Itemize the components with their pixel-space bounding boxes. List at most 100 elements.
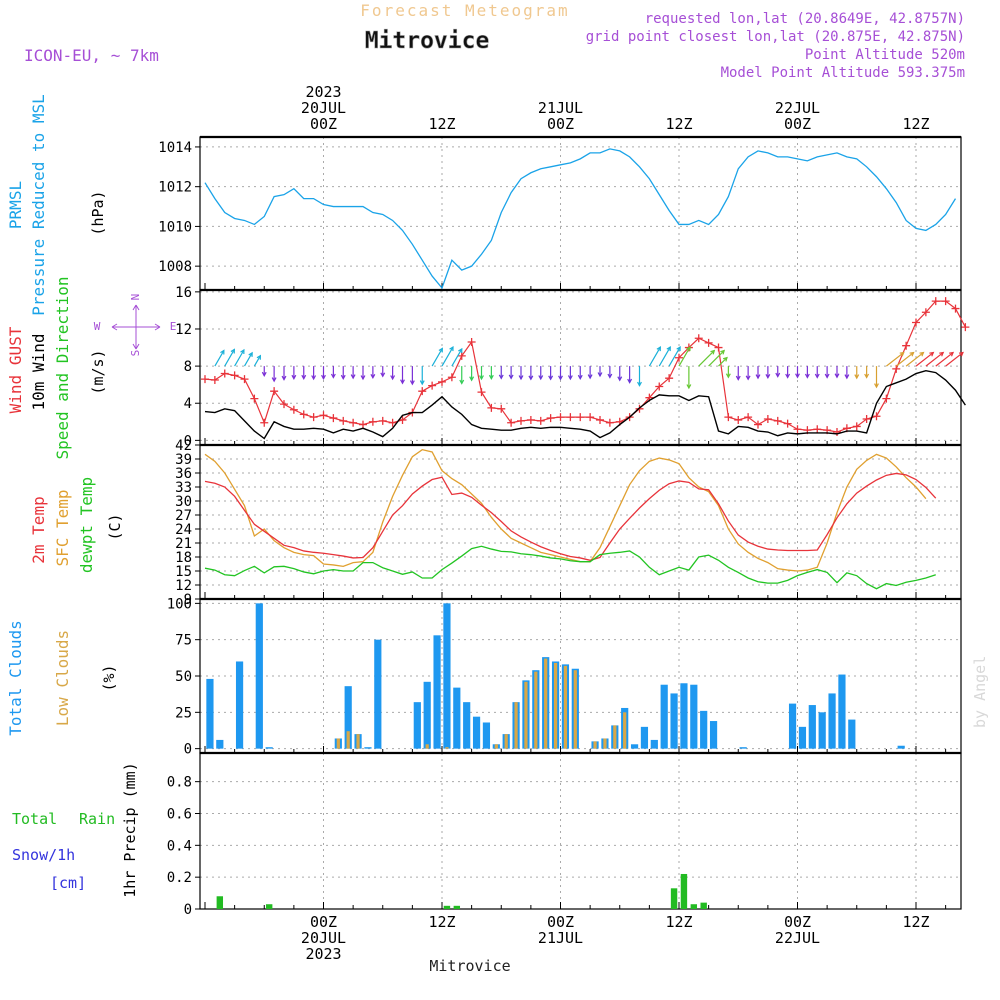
wind-arrow-head [301,374,307,380]
pressure-unit-label: (hPa) [89,190,107,235]
y-tick-label: 75 [175,633,192,649]
wind-arrow-head [330,373,336,379]
gust-marker [605,418,614,427]
gust-marker [576,413,585,422]
wind-arrow [945,352,964,367]
gust-marker [309,413,318,422]
precip-bars [216,873,707,909]
wind-arrow [678,346,691,367]
wind-arrow-head [321,374,326,380]
wind-arrow [668,346,681,367]
wind-arrow-head [939,351,945,357]
gust-marker [319,411,328,420]
total-clouds-label: Total Clouds [6,620,25,736]
gust-marker [763,415,772,424]
time-label-bottom: 22JUL [775,929,820,947]
compass-east: E [170,320,177,333]
gust-marker [862,415,871,424]
low-cloud-bar [346,731,350,749]
time-label-top: 00Z [547,115,574,133]
gust-marker [477,388,486,397]
gust-marker [872,412,881,421]
gust-marker [694,334,703,343]
time-label-top: 22JUL [775,99,820,117]
y-tick-label: 36 [175,466,192,482]
time-label-top: 00Z [310,115,337,133]
wind-arrow-head [722,356,728,362]
wind-arrow-head [834,373,840,379]
total-cloud-bar [463,702,471,749]
low-cloud-bar [553,662,558,749]
wind-arrow-head [488,374,494,380]
wind-arrow [648,346,661,367]
gust-marker [457,351,466,360]
model-label: ICON-EU, ~ 7km [24,46,159,65]
y-tick-label: 0.8 [167,775,192,791]
wind-arrow [886,352,905,367]
wind-arrow-head [256,354,262,360]
wind-arrow-head [785,373,791,379]
wind-arrow-head [469,376,475,382]
time-label-top: 20JUL [301,99,346,117]
wind-arrow [925,352,944,367]
time-label-bottom: 20JUL [301,929,346,947]
wind-arrow-head [617,376,623,382]
wind-arrow-head [686,384,692,390]
gust-marker [744,413,753,422]
gust-marker [882,394,891,403]
rain-bar [216,896,224,909]
wind-arrow-head [438,347,443,353]
gust-marker [250,394,259,403]
wind-arrow [451,348,463,367]
total-cloud-bar [206,678,214,749]
wind-arrow-head [271,377,277,383]
time-label-bottom: 00Z [547,913,574,931]
wind-arrow [915,352,934,367]
rain-bar [453,905,461,909]
wind-arrow-head [518,375,524,381]
wind-arrow-head [597,372,603,378]
wind-arrow-head [909,351,915,357]
total-cloud-bar [788,703,797,749]
wind-arrow [431,348,443,367]
y-tick-label: 4 [184,396,192,412]
wind-arrow-head [350,374,356,380]
wind-arrow [698,350,715,367]
wind-arrow [214,350,225,367]
total-cloud-bar [472,716,481,749]
y-tick-label: 0.2 [167,870,192,886]
gust-marker [773,416,782,425]
total-cloud-bar [690,684,698,749]
low-cloud-bar [494,744,498,749]
gust-marker [921,308,930,317]
total-cloud-bar [364,747,372,749]
gust-marker [517,416,525,425]
gust-marker [783,419,792,428]
total-cloud-bar [818,712,826,749]
wind-arrow-head [400,379,405,385]
total-cloud-bar [374,639,382,749]
time-label-top: 00Z [784,115,811,133]
y-tick-label: 1008 [158,259,192,275]
total-cloud-bar [216,739,224,749]
wind-gust-label: Wind GUST [6,326,25,413]
low-cloud-bar [623,712,627,749]
wind-arrow-head [360,375,366,381]
gust-marker [655,382,664,391]
rain-bar [265,904,273,909]
requested-coords: requested lon,lat (20.8649E, 42.8757N) [645,11,965,27]
y-tick-label: 1010 [158,219,192,235]
wind-arrows [214,345,964,390]
y-tick-label: 16 [175,285,192,301]
time-label-bottom: 00Z [310,913,337,931]
gust-marker [487,403,496,412]
sfc-temp-label: SFC Temp [53,489,72,566]
gust-marker [270,387,279,396]
wind-arrow-head [240,348,245,355]
y-tick-label: 27 [175,508,192,524]
y-tick-label: 24 [175,522,192,538]
panel-frame [199,444,962,600]
low-cloud-bar [593,741,597,749]
wind-arrow-head [958,351,964,357]
wind-arrow-head [854,374,860,380]
